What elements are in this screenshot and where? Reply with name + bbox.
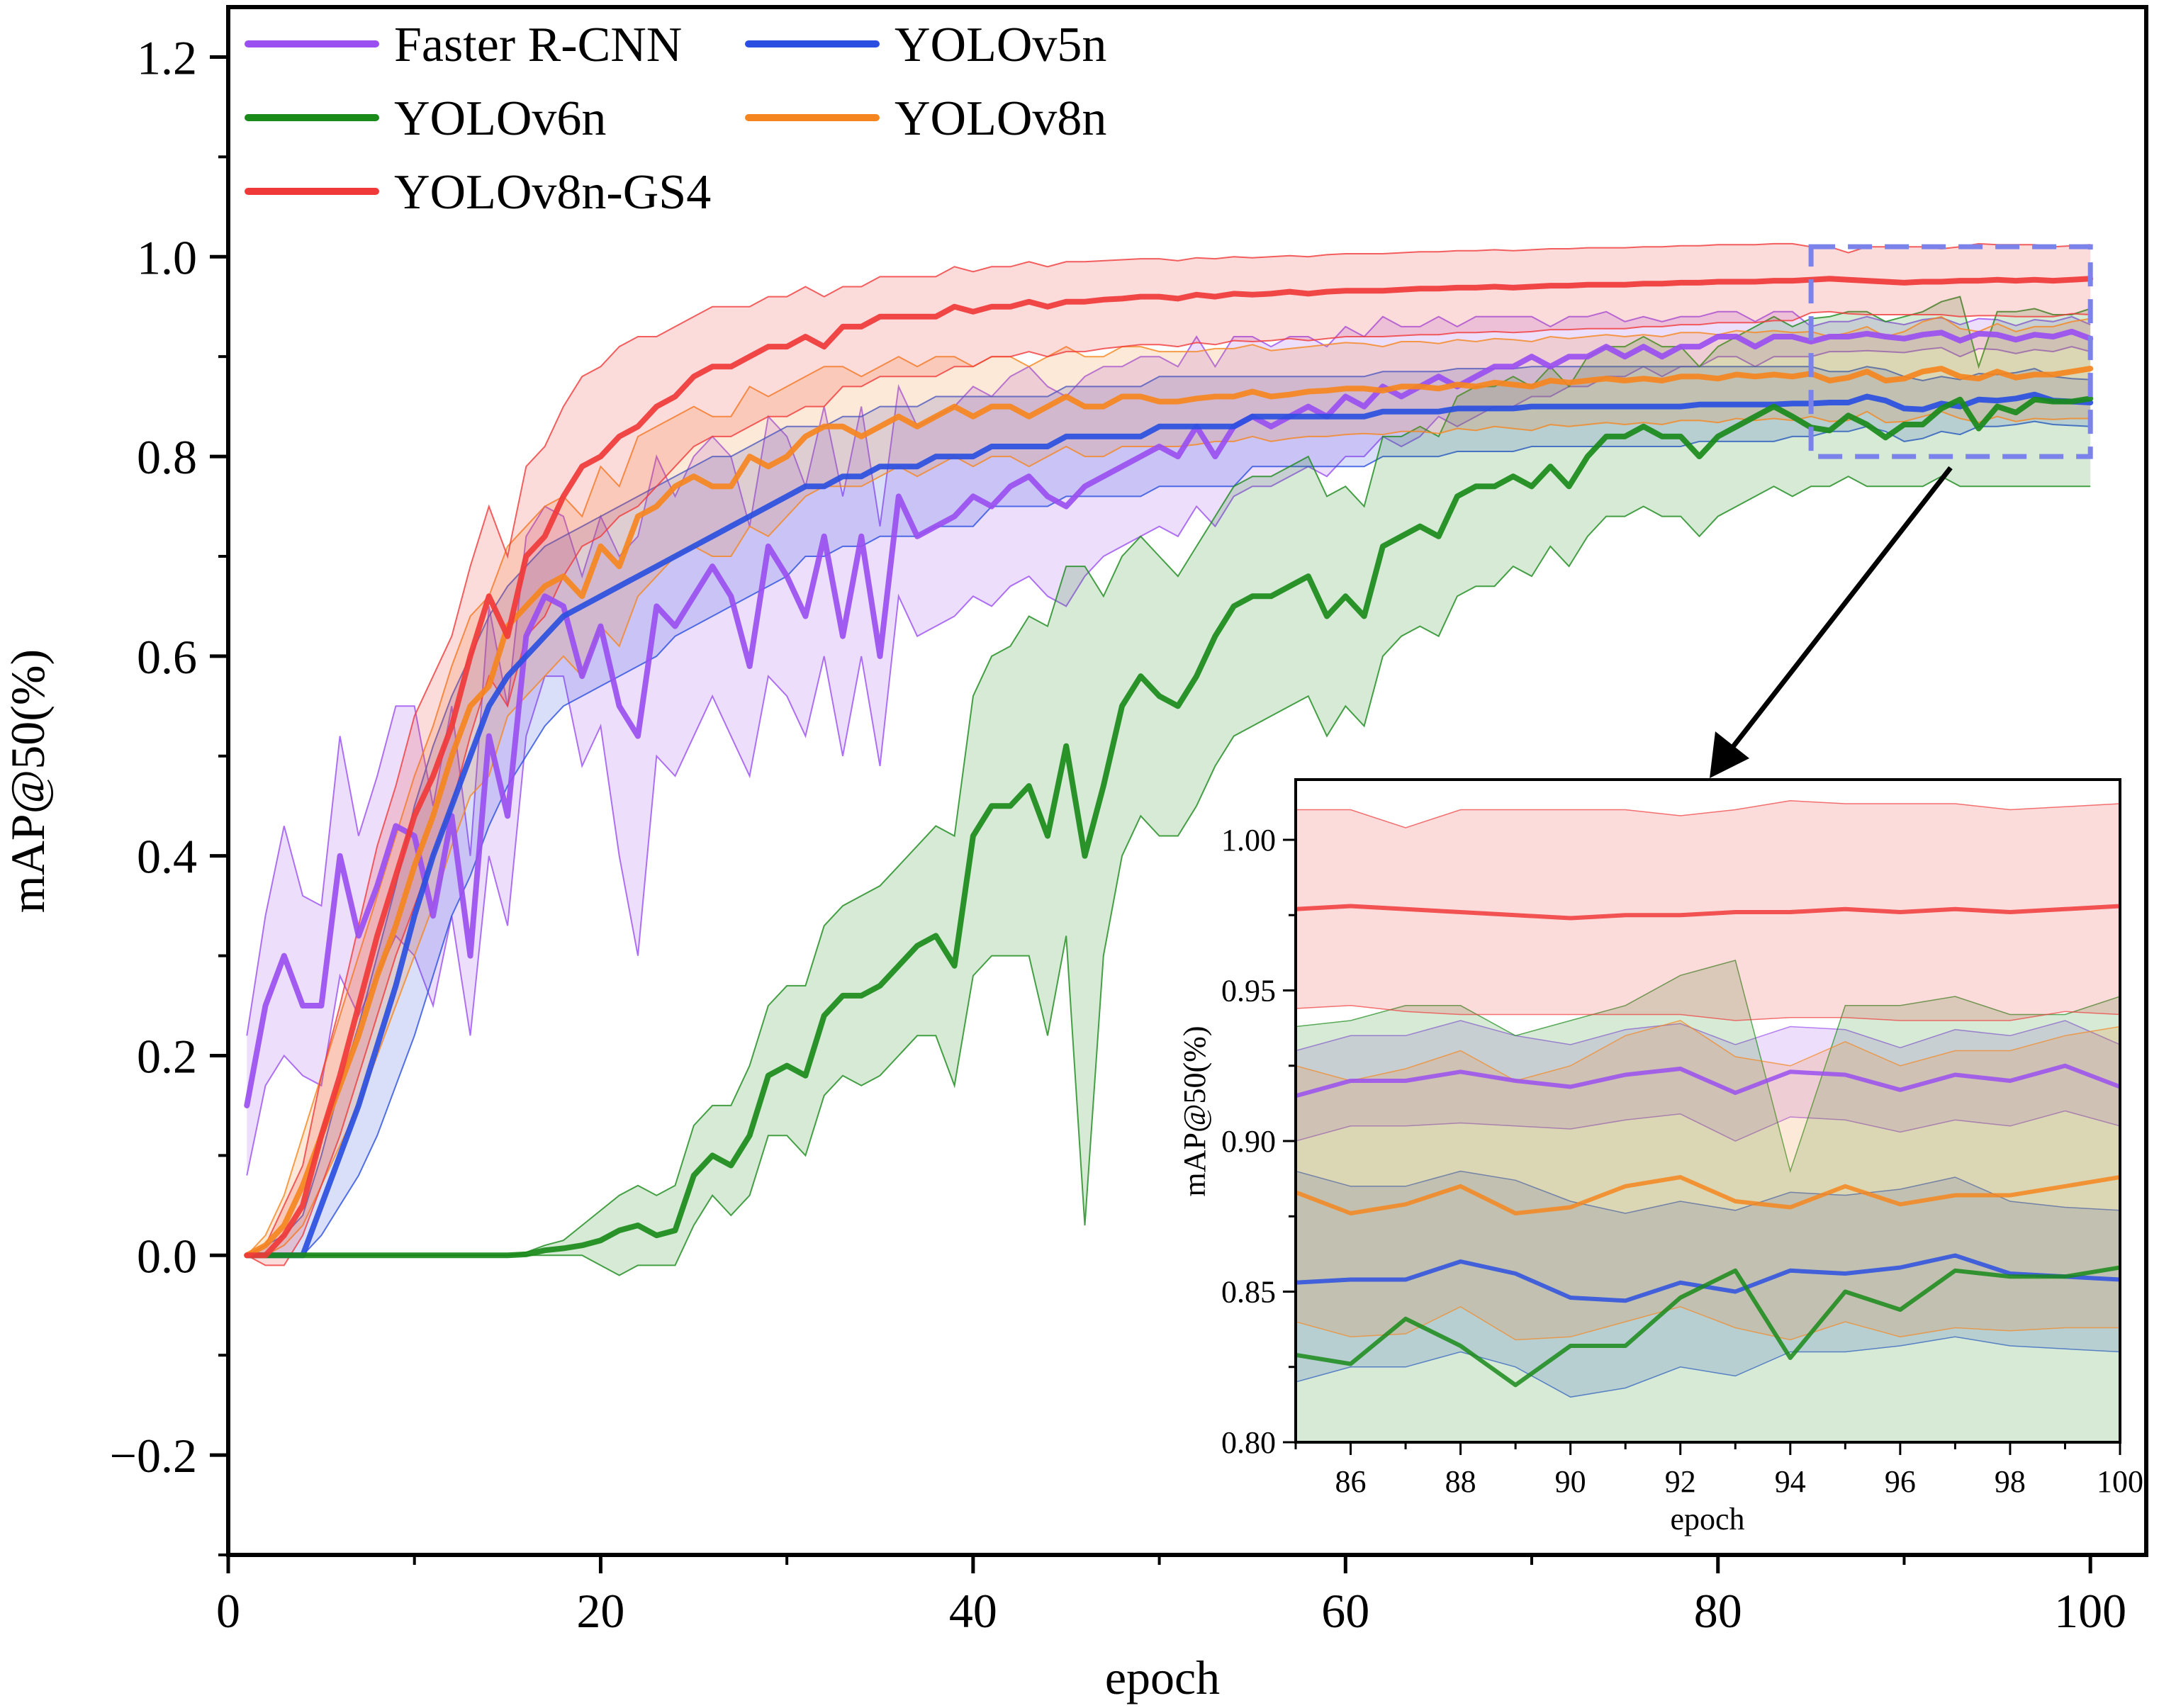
inset-bands xyxy=(1296,800,2120,1442)
series-line-yolov8n-gs4 xyxy=(244,276,2094,1259)
inset-y-tick-label-2: 0.90 xyxy=(1221,1124,1276,1159)
x-tick-label-100: 100 xyxy=(2054,1584,2126,1638)
x-tick-label-40: 40 xyxy=(949,1584,997,1638)
inset-series-line-yolov6n xyxy=(1296,1265,2120,1388)
legend-label-yolov6n: YOLOv6n xyxy=(394,91,606,146)
inset-band-upper-yolov6n xyxy=(1296,960,2120,1174)
inset-x-tick-label-100: 100 xyxy=(2097,1464,2143,1499)
inset-band-upper-yolov5n xyxy=(1296,1170,2120,1214)
legend-label-yolov8n-gs4: YOLOv8n-GS4 xyxy=(394,165,711,220)
y-tick-label-3: 0.4 xyxy=(137,830,197,884)
band-yolov6n xyxy=(247,296,2091,1276)
series-line-yolov5n xyxy=(244,391,2094,1259)
inset-band-upper-yolov8n-gs4 xyxy=(1296,800,2120,828)
zoom-arrow xyxy=(1710,466,1953,778)
inset-x-tick-label-92: 92 xyxy=(1665,1464,1696,1499)
series-line-yolov6n xyxy=(244,395,2094,1259)
inset-x-tick-label-98: 98 xyxy=(1995,1464,2026,1499)
band-faster-r-cnn xyxy=(247,311,2091,1176)
band-upper-yolov6n xyxy=(247,296,2091,1257)
inset-x-tick-label-90: 90 xyxy=(1555,1464,1586,1499)
main-lines xyxy=(244,276,2094,1259)
y-tick-label-1: 0.0 xyxy=(137,1229,197,1283)
x-axis-title: epoch xyxy=(1105,1651,1220,1704)
inset-band-lower-yolov8n-gs4 xyxy=(1296,1005,2120,1021)
x-tick-label-60: 60 xyxy=(1321,1584,1369,1638)
y-tick-label-2: 0.2 xyxy=(137,1029,197,1083)
inset-y-tick-label-1: 0.85 xyxy=(1221,1275,1276,1310)
series-line-yolov8n xyxy=(244,366,2094,1259)
y-tick-label-7: 1.2 xyxy=(137,30,197,84)
inset-band-lower-yolov5n xyxy=(1296,1336,2120,1398)
inset-x-tick-label-86: 86 xyxy=(1335,1464,1367,1499)
inset-x-axis-title: epoch xyxy=(1670,1502,1744,1536)
inset-series-line-yolov8n-gs4 xyxy=(1296,904,2120,921)
inset-chart: 86 88 90 92 94 96 98 100 0.80 0.85 0.90 0.95 1.00 ep… xyxy=(1177,778,2143,1536)
x-tick-label-80: 80 xyxy=(1694,1584,1742,1638)
inset-x-tick-label-94: 94 xyxy=(1775,1464,1806,1499)
band-lower-yolov5n xyxy=(247,420,2091,1257)
band-upper-yolov8n-gs4 xyxy=(246,242,2091,1257)
series-line-faster-r-cnn xyxy=(244,328,2094,1108)
band-lower-yolov8n xyxy=(247,410,2091,1257)
legend-label-faster-r-cnn: Faster R-CNN xyxy=(394,18,682,72)
main-plot-frame xyxy=(226,5,2148,1557)
inset-y-tick-label-4: 1.00 xyxy=(1221,823,1276,858)
inset-axes: 86 88 90 92 94 96 98 100 0.80 0.85 0.90 0.95 1.00 xyxy=(1221,823,2143,1499)
inset-series-line-faster-r-cnn xyxy=(1296,1063,2120,1099)
inset-plot-frame xyxy=(1294,778,2121,1444)
inset-lines xyxy=(1296,904,2120,1388)
legend-label-yolov5n: YOLOv5n xyxy=(895,18,1106,72)
y-tick-label-5: 0.8 xyxy=(137,430,197,484)
legend: Faster R-CNN YOLOv5n YOLOv6n YOLOv8n YOLOv8n… xyxy=(245,18,1106,220)
band-upper-yolov5n xyxy=(246,366,2091,1257)
band-yolov5n xyxy=(247,366,2091,1256)
y-tick-label-4: 0.6 xyxy=(137,630,197,684)
inset-band-yolov8n xyxy=(1296,1021,2120,1340)
inset-y-tick-label-3: 0.95 xyxy=(1221,974,1276,1008)
inset-series-line-yolov8n xyxy=(1296,1175,2120,1215)
inset-band-lower-faster-r-cnn xyxy=(1296,1110,2120,1142)
y-tick-label-6: 1.0 xyxy=(137,230,197,284)
inset-band-yolov6n xyxy=(1296,960,2120,1442)
inset-series-line-yolov5n xyxy=(1296,1253,2120,1303)
band-upper-yolov8n xyxy=(246,315,2091,1256)
inset-x-tick-label-88: 88 xyxy=(1445,1464,1476,1499)
inset-band-upper-faster-r-cnn xyxy=(1296,1020,2120,1052)
inset-band-yolov8n-gs4 xyxy=(1296,800,2120,1021)
x-tick-label-0: 0 xyxy=(216,1584,240,1638)
band-lower-yolov8n-gs4 xyxy=(246,310,2091,1266)
band-yolov8n xyxy=(247,316,2091,1256)
inset-y-axis-title: mAP@50(%) xyxy=(1177,1026,1212,1197)
inset-band-upper-yolov8n xyxy=(1296,1020,2120,1081)
legend-label-yolov8n: YOLOv8n xyxy=(895,91,1106,146)
band-lower-faster-r-cnn xyxy=(246,346,2091,1176)
band-lower-yolov6n xyxy=(247,476,2091,1276)
inset-y-tick-label-0: 0.80 xyxy=(1221,1425,1276,1460)
inset-x-tick-label-96: 96 xyxy=(1885,1464,1916,1499)
x-tick-label-20: 20 xyxy=(576,1584,624,1638)
main-axes: 0 20 40 60 80 100 −0.2 0.0 0.2 0.4 0.6 0.8 1.0 1.2 xyxy=(110,30,2127,1638)
main-bands xyxy=(246,242,2091,1276)
y-tick-label-0: −0.2 xyxy=(110,1429,197,1483)
main-chart: 0 20 40 60 80 100 −0.2 0.0 0.2 0.4 0.6 0.8 1.0 1.2 ep… xyxy=(1,5,2148,1704)
inset-band-lower-yolov8n xyxy=(1296,1305,2120,1341)
y-axis-title: mAP@50(%) xyxy=(1,649,55,913)
zoom-highlight-box xyxy=(1808,244,2093,459)
